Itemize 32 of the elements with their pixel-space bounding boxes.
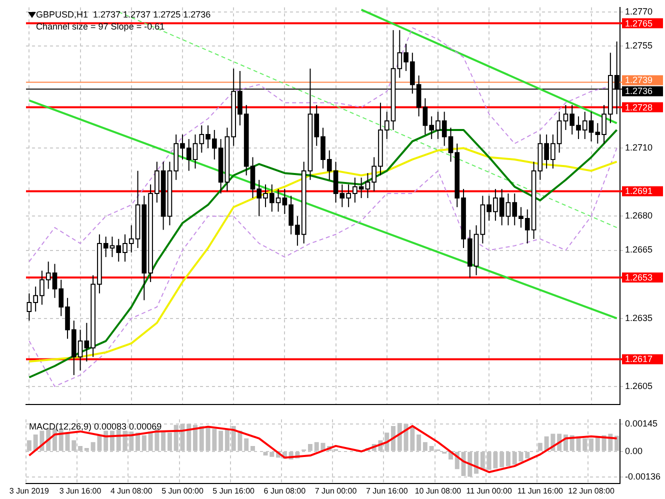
x-tick-label: 3 Jun 2019 (9, 486, 50, 496)
ref-line-label: 1.2617 (625, 354, 653, 364)
y-tick-label: 1.2605 (625, 380, 653, 391)
x-tick-label: 10 Jun 08:00 (414, 486, 462, 496)
chart-title: MACD(12,26,9) 0.00083 0.00069 (29, 421, 162, 432)
chart-title: GBPUSD,H1 1.2737 1.2737 1.2725 1.2736 (36, 9, 211, 20)
annotation: Channel size = 97 Slope = -0.61 (36, 21, 165, 32)
x-tick-label: 5 Jun 16:00 (212, 486, 256, 496)
x-tick-label: 6 Jun 08:00 (264, 486, 306, 496)
y-tick-label: -0.00136 (625, 471, 661, 482)
x-tick-label: 3 Jun 16:00 (59, 486, 102, 496)
y-tick-label: 1.2665 (625, 244, 653, 255)
x-tick-label: 5 Jun 00:00 (162, 486, 204, 496)
x-tick-label: 12 Jun 08:00 (568, 486, 615, 496)
y-tick-label: 1.2635 (625, 312, 653, 323)
ref-line-label: 1.2736 (625, 86, 653, 96)
y-tick-label: 0.00 (625, 446, 643, 456)
ref-line-label: 1.2739 (625, 75, 653, 86)
x-tick-label: 7 Jun 00:00 (314, 486, 358, 496)
x-tick-label: 7 Jun 16:00 (366, 486, 408, 496)
ref-line-label: 1.2691 (625, 186, 653, 196)
y-tick-label: 1.2755 (625, 40, 653, 50)
y-tick-label: 1.2710 (625, 142, 653, 153)
ref-line-label: 1.2653 (625, 272, 653, 282)
x-tick-label: 4 Jun 08:00 (110, 486, 153, 496)
x-tick-label: 11 Jun 00:00 (466, 486, 512, 496)
y-tick-label: 1.2770 (625, 6, 653, 16)
x-tick-label: 11 Jun 16:00 (517, 486, 564, 496)
y-tick-label: 1.2680 (625, 210, 653, 221)
ref-line-label: 1.2765 (625, 18, 653, 28)
ref-line-label: 1.2728 (625, 102, 653, 112)
y-tick-label: 0.00145 (625, 418, 658, 429)
